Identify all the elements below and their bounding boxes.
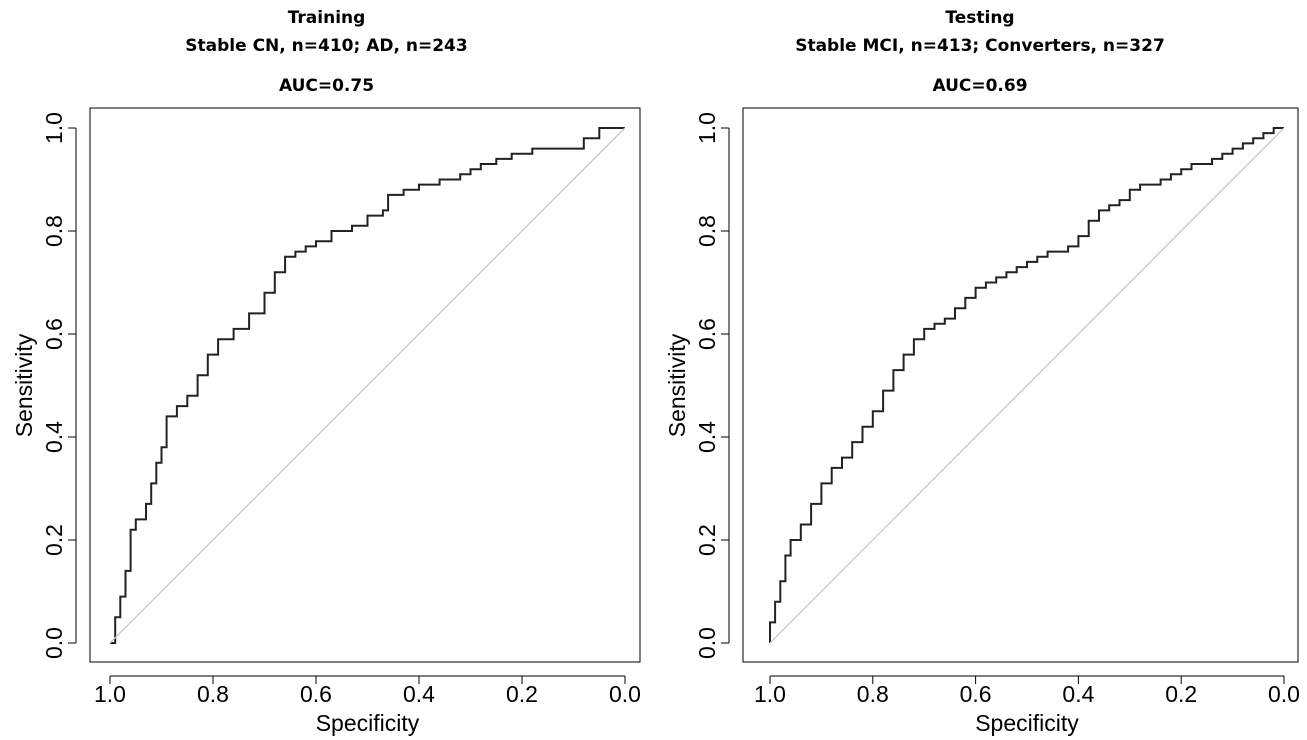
x-tick-label: 0.2 <box>1165 681 1197 707</box>
x-tick-label: 0.6 <box>300 681 332 707</box>
auc-annotation: AUC=0.75 <box>278 76 375 96</box>
chart-title: Training <box>287 8 366 28</box>
y-axis-label: Sensitivity <box>11 333 37 437</box>
x-tick-label: 1.0 <box>754 681 786 707</box>
chance-diagonal-line <box>769 127 1285 644</box>
roc-curve-line <box>769 127 1284 643</box>
y-tick-label: 1.0 <box>41 112 67 144</box>
chance-diagonal-line <box>109 127 626 644</box>
testing-roc-panel: Testing Stable MCI, n=413; Converters, n… <box>653 0 1307 740</box>
x-tick-label: 0.4 <box>1062 681 1094 707</box>
roc-curve-line <box>110 127 625 644</box>
y-tick-label: 0.0 <box>694 627 720 659</box>
y-tick-label: 0.4 <box>694 421 720 453</box>
plot-frame <box>742 107 1299 663</box>
y-tick-label: 1.0 <box>694 112 720 144</box>
y-tick-label: 0.6 <box>694 318 720 350</box>
x-tick-label: 0.0 <box>1268 681 1300 707</box>
x-axis-label: Specificity <box>975 710 1079 736</box>
training-roc-panel: Training Stable CN, n=410; AD, n=243 AUC… <box>0 0 653 740</box>
chart-title: Testing <box>945 8 1015 28</box>
x-tick-label: 0.4 <box>403 681 435 707</box>
training-roc-plot: 1.0 0.8 0.6 0.4 0.2 0.0 0.0 0.2 0.4 0.6 0.8 1.0 Spec… <box>11 107 641 736</box>
x-tick-label: 0.8 <box>857 681 889 707</box>
plot-frame <box>89 107 641 663</box>
x-tick-label: 0.8 <box>197 681 229 707</box>
y-tick-label: 0.6 <box>41 318 67 350</box>
y-axis-label: Sensitivity <box>664 333 690 437</box>
y-tick-label: 0.4 <box>41 421 67 453</box>
auc-annotation: AUC=0.69 <box>932 76 1028 96</box>
x-tick-label: 0.0 <box>609 681 641 707</box>
testing-roc-plot: 1.0 0.8 0.6 0.4 0.2 0.0 0.0 0.2 0.4 0.6 0.8 1.0 Spec… <box>664 107 1300 736</box>
chart-subtitle: Stable MCI, n=413; Converters, n=327 <box>795 36 1165 56</box>
chart-subtitle: Stable CN, n=410; AD, n=243 <box>185 36 468 56</box>
x-axis-label: Specificity <box>316 710 420 736</box>
x-tick-label: 1.0 <box>94 681 126 707</box>
y-tick-label: 0.8 <box>41 215 67 247</box>
y-tick-label: 0.0 <box>41 627 67 659</box>
x-tick-label: 0.2 <box>506 681 538 707</box>
x-tick-label: 0.6 <box>960 681 992 707</box>
y-tick-label: 0.2 <box>41 524 67 556</box>
y-tick-label: 0.8 <box>694 215 720 247</box>
y-tick-label: 0.2 <box>694 524 720 556</box>
